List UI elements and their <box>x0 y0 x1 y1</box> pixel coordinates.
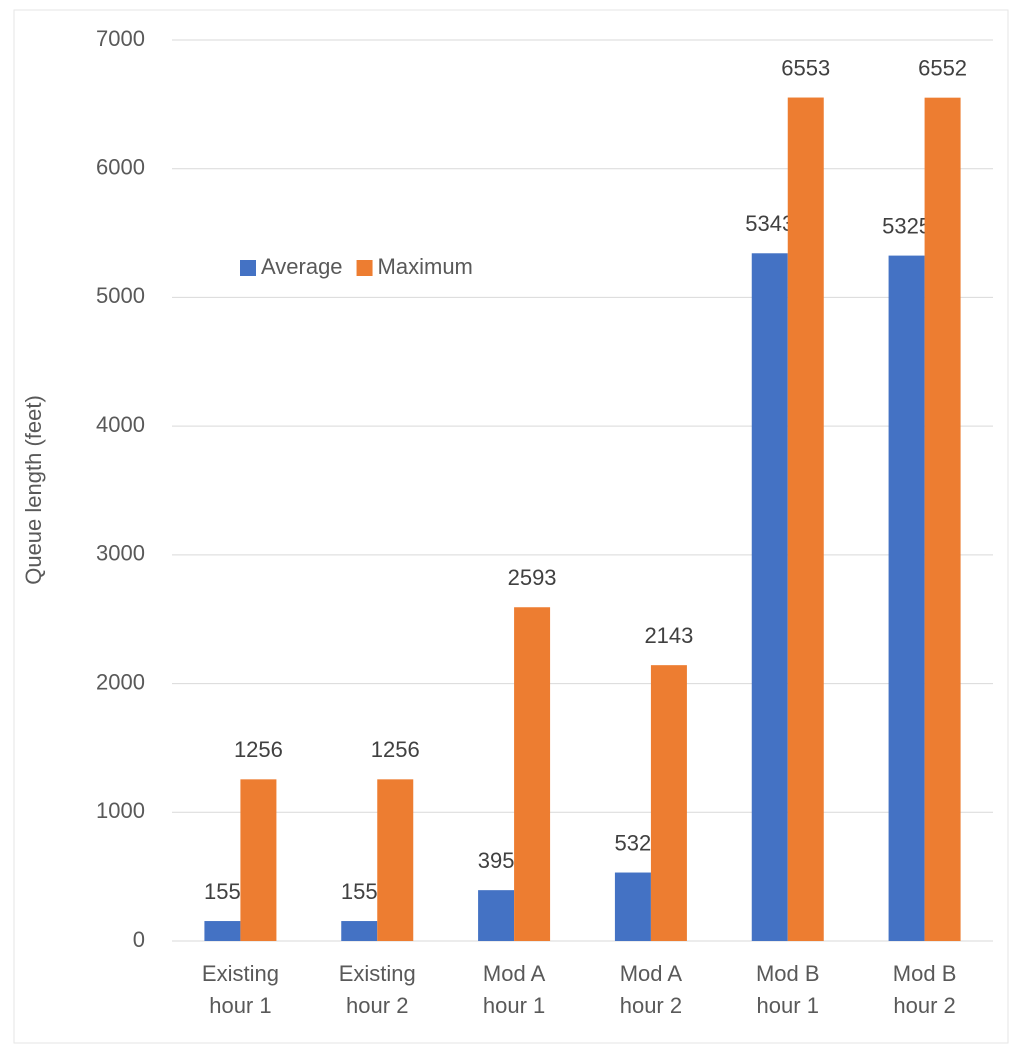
legend-label: Average <box>261 254 343 279</box>
y-tick-label: 2000 <box>96 669 145 694</box>
data-label: 2593 <box>508 565 557 590</box>
data-label: 5325 <box>882 213 931 238</box>
data-label: 6552 <box>918 55 967 80</box>
x-tick-label: Existing hour 1 <box>202 961 279 1018</box>
bar <box>787 97 824 942</box>
y-tick-label: 3000 <box>96 541 145 566</box>
bar <box>751 253 788 942</box>
bar <box>341 921 378 941</box>
data-label: 532 <box>615 830 652 855</box>
y-tick-label: 7000 <box>96 26 145 51</box>
y-tick-label: 6000 <box>96 155 145 180</box>
bar <box>204 921 241 941</box>
data-label: 395 <box>478 848 515 873</box>
bar <box>377 779 414 941</box>
legend-swatch <box>240 260 256 276</box>
y-tick-label: 0 <box>133 927 145 952</box>
data-label: 1256 <box>234 737 283 762</box>
bar <box>924 97 961 941</box>
legend-swatch <box>356 260 373 276</box>
bar <box>478 890 515 941</box>
y-tick-label: 5000 <box>96 283 145 308</box>
data-label: 155 <box>341 879 378 904</box>
data-label: 155 <box>204 879 241 904</box>
data-label: 6553 <box>781 55 830 80</box>
chart-frame <box>13 9 1009 1044</box>
bar <box>514 607 551 941</box>
bar <box>650 665 687 941</box>
bar <box>888 255 925 941</box>
data-label: 1256 <box>371 737 420 762</box>
data-label: 2143 <box>644 623 693 648</box>
x-tick-label: Existing hour 2 <box>339 961 416 1018</box>
y-axis-label: Queue length (feet) <box>21 395 46 585</box>
bar <box>240 779 277 941</box>
data-label: 5343 <box>745 211 794 236</box>
bar <box>614 872 651 941</box>
y-tick-label: 4000 <box>96 412 145 437</box>
legend-label: Maximum <box>378 254 473 279</box>
y-tick-label: 1000 <box>96 798 145 823</box>
